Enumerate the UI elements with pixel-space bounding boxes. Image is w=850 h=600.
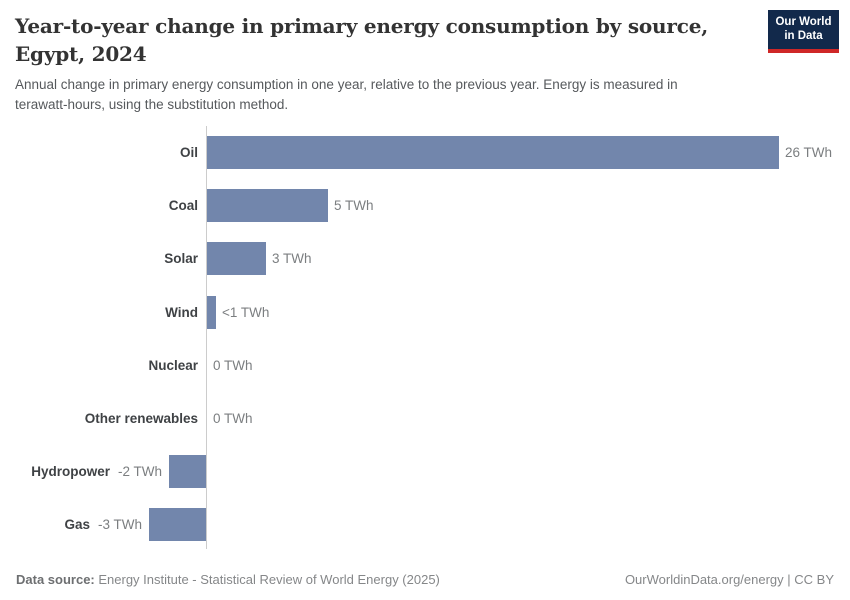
bar-row: Oil 26 TWh: [0, 126, 850, 179]
bar: [149, 508, 206, 541]
category-label: Nuclear: [148, 358, 198, 373]
value-label: 0 TWh: [213, 411, 253, 426]
value-label: <1 TWh: [222, 305, 270, 320]
category-label: Coal: [168, 198, 198, 213]
bar: [207, 242, 266, 275]
license-note: OurWorldinData.org/energy | CC BY: [624, 572, 834, 587]
chart-title: Year-to-year change in primary energy co…: [15, 14, 708, 66]
zero-axis-line: [206, 126, 207, 549]
bar: [207, 296, 216, 329]
category-label: Oil: [179, 145, 198, 160]
bar: [207, 189, 328, 222]
label-group: Hydropower -2 TWh: [0, 445, 162, 498]
bar-row: Coal 5 TWh: [0, 179, 850, 232]
bar-row: Nuclear 0 TWh: [0, 339, 850, 392]
bar: [207, 136, 779, 169]
category-label: Solar: [164, 251, 198, 266]
chart-footer: Data source: Energy Institute - Statisti…: [16, 572, 834, 587]
category-label: Wind: [165, 305, 198, 320]
value-label: -3 TWh: [97, 517, 142, 532]
bar-row: Other renewables 0 TWh: [0, 392, 850, 445]
bar-row: Gas -3 TWh: [0, 498, 850, 551]
value-label: 26 TWh: [785, 145, 833, 160]
category-label: Other renewables: [84, 411, 198, 426]
category-label: Hydropower: [31, 464, 110, 479]
bar-row: Wind <1 TWh: [0, 286, 850, 339]
data-source-label: Data source:: [16, 572, 95, 587]
chart-subtitle: Annual change in primary energy consumpt…: [15, 77, 678, 112]
value-label: 3 TWh: [272, 251, 312, 266]
value-label: 0 TWh: [213, 358, 253, 373]
owid-logo: Our World in Data: [768, 10, 839, 53]
bar-row: Solar 3 TWh: [0, 232, 850, 285]
label-group: Gas -3 TWh: [0, 498, 142, 551]
data-source: Data source: Energy Institute - Statisti…: [16, 572, 440, 587]
bar-row: Hydropower -2 TWh: [0, 445, 850, 498]
bar: [169, 455, 206, 488]
value-label: -2 TWh: [117, 464, 162, 479]
value-label: 5 TWh: [334, 198, 374, 213]
data-source-text: Energy Institute - Statistical Review of…: [94, 572, 440, 587]
category-label: Gas: [64, 517, 90, 532]
